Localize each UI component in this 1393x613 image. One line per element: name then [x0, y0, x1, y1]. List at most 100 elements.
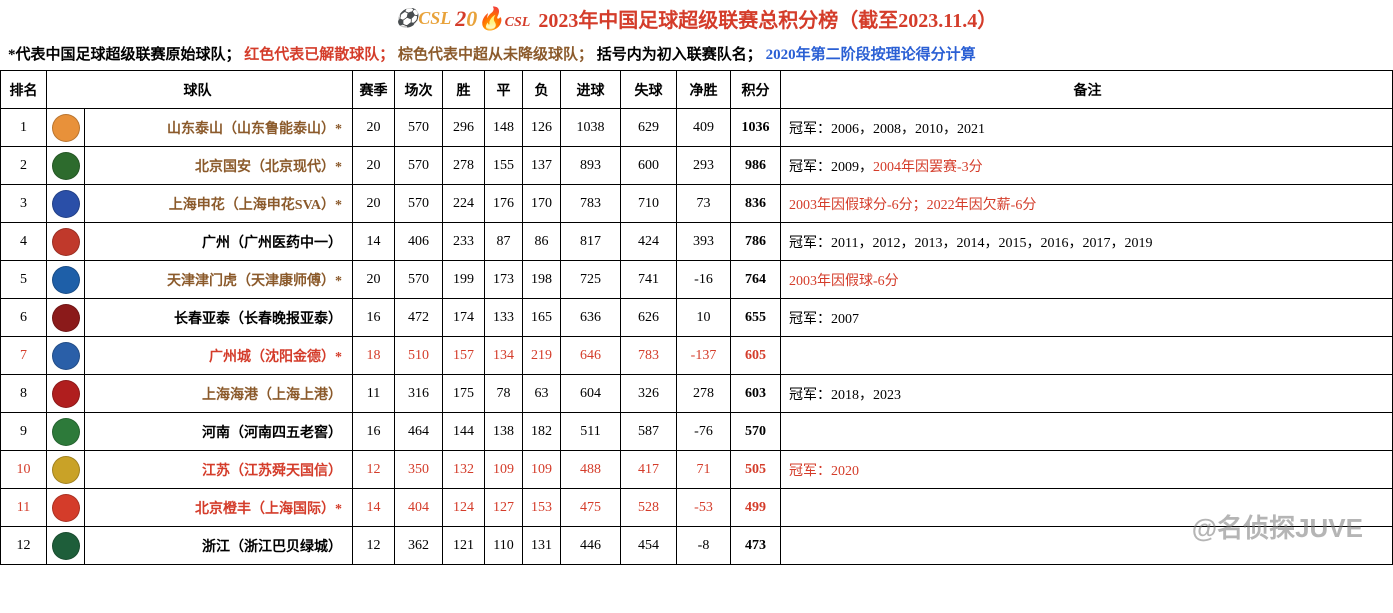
cell-logo: [47, 451, 85, 489]
cell-rank: 3: [1, 185, 47, 223]
cell-note: [781, 337, 1393, 375]
cell-draw: 148: [485, 109, 523, 147]
cell-draw: 127: [485, 489, 523, 527]
cell-draw: 110: [485, 527, 523, 565]
team-badge-icon: [52, 190, 80, 218]
col-team: 球队: [47, 71, 353, 109]
team-badge-icon: [52, 342, 80, 370]
cell-games: 510: [395, 337, 443, 375]
cell-ga: 600: [621, 147, 677, 185]
cell-draw: 138: [485, 413, 523, 451]
cell-games: 362: [395, 527, 443, 565]
cell-loss: 219: [523, 337, 561, 375]
cell-note: 冠军：2006，2008，2010，2021: [781, 109, 1393, 147]
team-badge-icon: [52, 152, 80, 180]
cell-note: [781, 489, 1393, 527]
cell-win: 233: [443, 223, 485, 261]
team-name: 北京国安（北京现代）*: [195, 160, 342, 175]
cell-win: 157: [443, 337, 485, 375]
note-text: 2003年因假球分-6分；2022年因欠薪-6分: [789, 198, 1036, 213]
team-name: 广州（广州医药中一）: [202, 236, 342, 251]
cell-win: 296: [443, 109, 485, 147]
cell-team: 天津津门虎（天津康师傅）*: [85, 261, 353, 299]
cell-ga: 783: [621, 337, 677, 375]
cell-loss: 170: [523, 185, 561, 223]
cell-gd: 71: [677, 451, 731, 489]
table-row: 2北京国安（北京现代）*20570278155137893600293986冠军…: [1, 147, 1393, 185]
cell-gd: -16: [677, 261, 731, 299]
cell-ga: 454: [621, 527, 677, 565]
col-seasons: 赛季: [353, 71, 395, 109]
cell-ga: 626: [621, 299, 677, 337]
cell-gd: -53: [677, 489, 731, 527]
cell-note: 2003年因假球分-6分；2022年因欠薪-6分: [781, 185, 1393, 223]
cell-logo: [47, 413, 85, 451]
table-row: 6长春亚泰（长春晚报亚泰）1647217413316563662610655冠军…: [1, 299, 1393, 337]
cell-rank: 5: [1, 261, 47, 299]
cell-team: 长春亚泰（长春晚报亚泰）: [85, 299, 353, 337]
cell-logo: [47, 223, 85, 261]
cell-logo: [47, 261, 85, 299]
cell-draw: 78: [485, 375, 523, 413]
cell-gf: 446: [561, 527, 621, 565]
cell-gf: 604: [561, 375, 621, 413]
cell-loss: 137: [523, 147, 561, 185]
col-rank: 排名: [1, 71, 47, 109]
table-row: 5天津津门虎（天津康师傅）*20570199173198725741-16764…: [1, 261, 1393, 299]
note-text: 冠军：2009，: [789, 160, 873, 175]
cell-games: 570: [395, 147, 443, 185]
cell-note: [781, 527, 1393, 565]
team-badge-icon: [52, 380, 80, 408]
table-header-row: 排名 球队 赛季 场次 胜 平 负 进球 失球 净胜 积分 备注: [1, 71, 1393, 109]
cell-rank: 2: [1, 147, 47, 185]
cell-draw: 173: [485, 261, 523, 299]
cell-gf: 1038: [561, 109, 621, 147]
cell-games: 316: [395, 375, 443, 413]
cell-logo: [47, 489, 85, 527]
cell-games: 350: [395, 451, 443, 489]
team-badge-icon: [52, 266, 80, 294]
cell-team: 上海海港（上海上港）: [85, 375, 353, 413]
cell-draw: 87: [485, 223, 523, 261]
note-text: 冠军：2011，2012，2013，2014，2015，2016，2017，20…: [789, 236, 1152, 251]
note-text: 冠军：2007: [789, 312, 859, 327]
col-pts: 积分: [731, 71, 781, 109]
cell-seasons: 14: [353, 489, 395, 527]
cell-gf: 783: [561, 185, 621, 223]
cell-loss: 131: [523, 527, 561, 565]
cell-pts: 570: [731, 413, 781, 451]
cell-seasons: 11: [353, 375, 395, 413]
cell-pts: 836: [731, 185, 781, 223]
cell-win: 124: [443, 489, 485, 527]
cell-games: 570: [395, 109, 443, 147]
team-name: 上海申花（上海申花SVA）*: [169, 198, 342, 213]
team-name: 长春亚泰（长春晚报亚泰）: [174, 312, 342, 327]
cell-pts: 499: [731, 489, 781, 527]
cell-win: 199: [443, 261, 485, 299]
cell-pts: 603: [731, 375, 781, 413]
cell-note: 冠军：2018，2023: [781, 375, 1393, 413]
cell-team: 广州（广州医药中一）: [85, 223, 353, 261]
team-name: 北京橙丰（上海国际）*: [195, 502, 342, 517]
cell-games: 464: [395, 413, 443, 451]
cell-games: 570: [395, 185, 443, 223]
cell-logo: [47, 337, 85, 375]
cell-seasons: 18: [353, 337, 395, 375]
cell-loss: 198: [523, 261, 561, 299]
cell-games: 570: [395, 261, 443, 299]
cell-gd: 409: [677, 109, 731, 147]
team-name: 上海海港（上海上港）: [202, 388, 342, 403]
cell-win: 175: [443, 375, 485, 413]
cell-logo: [47, 375, 85, 413]
cell-ga: 326: [621, 375, 677, 413]
col-draw: 平: [485, 71, 523, 109]
cell-win: 121: [443, 527, 485, 565]
cell-seasons: 12: [353, 527, 395, 565]
cell-gf: 511: [561, 413, 621, 451]
cell-note: 2003年因假球-6分: [781, 261, 1393, 299]
cell-draw: 176: [485, 185, 523, 223]
cell-ga: 587: [621, 413, 677, 451]
cell-logo: [47, 109, 85, 147]
cell-seasons: 20: [353, 109, 395, 147]
cell-gd: 73: [677, 185, 731, 223]
